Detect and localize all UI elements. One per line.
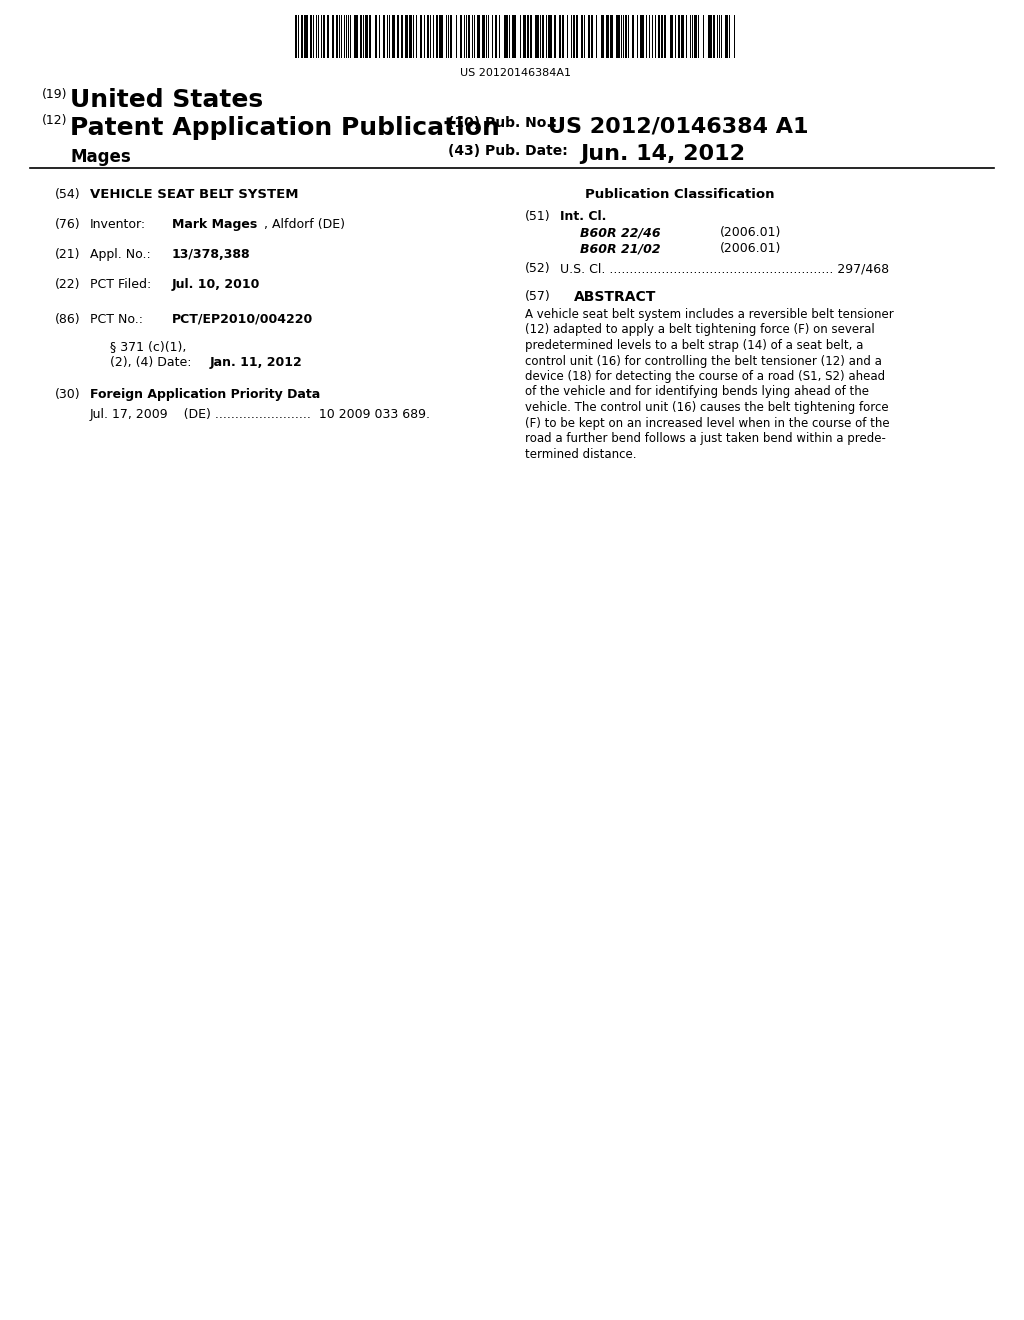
Text: VEHICLE SEAT BELT SYSTEM: VEHICLE SEAT BELT SYSTEM <box>90 187 299 201</box>
Text: (10) Pub. No.:: (10) Pub. No.: <box>449 116 557 129</box>
Text: (21): (21) <box>55 248 81 261</box>
Text: Mark Mages: Mark Mages <box>172 218 257 231</box>
Text: US 2012/0146384 A1: US 2012/0146384 A1 <box>548 116 809 136</box>
Text: Mages: Mages <box>70 148 131 166</box>
Text: Patent Application Publication: Patent Application Publication <box>70 116 500 140</box>
Text: of the vehicle and for identifying bends lying ahead of the: of the vehicle and for identifying bends… <box>525 385 869 399</box>
Text: (57): (57) <box>525 290 551 304</box>
Text: (76): (76) <box>55 218 81 231</box>
Text: road a further bend follows a just taken bend within a prede-: road a further bend follows a just taken… <box>525 432 886 445</box>
Text: 13/378,388: 13/378,388 <box>172 248 251 261</box>
Text: (19): (19) <box>42 88 68 102</box>
Text: (2006.01): (2006.01) <box>720 242 781 255</box>
Text: ABSTRACT: ABSTRACT <box>573 290 656 304</box>
Text: B60R 21/02: B60R 21/02 <box>580 242 660 255</box>
Text: PCT Filed:: PCT Filed: <box>90 279 152 290</box>
Text: Int. Cl.: Int. Cl. <box>560 210 606 223</box>
Text: (54): (54) <box>55 187 81 201</box>
Text: PCT No.:: PCT No.: <box>90 313 143 326</box>
Text: (22): (22) <box>55 279 81 290</box>
Text: Jun. 14, 2012: Jun. 14, 2012 <box>580 144 745 164</box>
Text: PCT/EP2010/004220: PCT/EP2010/004220 <box>172 313 313 326</box>
Text: (12) adapted to apply a belt tightening force (F) on several: (12) adapted to apply a belt tightening … <box>525 323 874 337</box>
Text: § 371 (c)(1),: § 371 (c)(1), <box>110 341 186 352</box>
Text: A vehicle seat belt system includes a reversible belt tensioner: A vehicle seat belt system includes a re… <box>525 308 894 321</box>
Text: device (18) for detecting the course of a road (S1, S2) ahead: device (18) for detecting the course of … <box>525 370 885 383</box>
Text: U.S. Cl. ........................................................ 297/468: U.S. Cl. ...............................… <box>560 261 889 275</box>
Text: United States: United States <box>70 88 263 112</box>
Text: predetermined levels to a belt strap (14) of a seat belt, a: predetermined levels to a belt strap (14… <box>525 339 863 352</box>
Text: (30): (30) <box>55 388 81 401</box>
Text: , Alfdorf (DE): , Alfdorf (DE) <box>264 218 345 231</box>
Text: (2), (4) Date:: (2), (4) Date: <box>110 356 191 370</box>
Text: (51): (51) <box>525 210 551 223</box>
Text: Jan. 11, 2012: Jan. 11, 2012 <box>210 356 303 370</box>
Text: US 20120146384A1: US 20120146384A1 <box>460 69 570 78</box>
Text: (52): (52) <box>525 261 551 275</box>
Text: Jul. 10, 2010: Jul. 10, 2010 <box>172 279 260 290</box>
Text: (F) to be kept on an increased level when in the course of the: (F) to be kept on an increased level whe… <box>525 417 890 429</box>
Text: Publication Classification: Publication Classification <box>586 187 775 201</box>
Text: B60R 22/46: B60R 22/46 <box>580 226 660 239</box>
Text: Inventor:: Inventor: <box>90 218 146 231</box>
Text: vehicle. The control unit (16) causes the belt tightening force: vehicle. The control unit (16) causes th… <box>525 401 889 414</box>
Text: (12): (12) <box>42 114 68 127</box>
Text: Foreign Application Priority Data: Foreign Application Priority Data <box>90 388 321 401</box>
Text: Appl. No.:: Appl. No.: <box>90 248 151 261</box>
Text: control unit (16) for controlling the belt tensioner (12) and a: control unit (16) for controlling the be… <box>525 355 882 367</box>
Text: termined distance.: termined distance. <box>525 447 637 461</box>
Text: (2006.01): (2006.01) <box>720 226 781 239</box>
Text: (86): (86) <box>55 313 81 326</box>
Text: Jul. 17, 2009    (DE) ........................  10 2009 033 689.: Jul. 17, 2009 (DE) .....................… <box>90 408 431 421</box>
Text: (43) Pub. Date:: (43) Pub. Date: <box>449 144 567 158</box>
